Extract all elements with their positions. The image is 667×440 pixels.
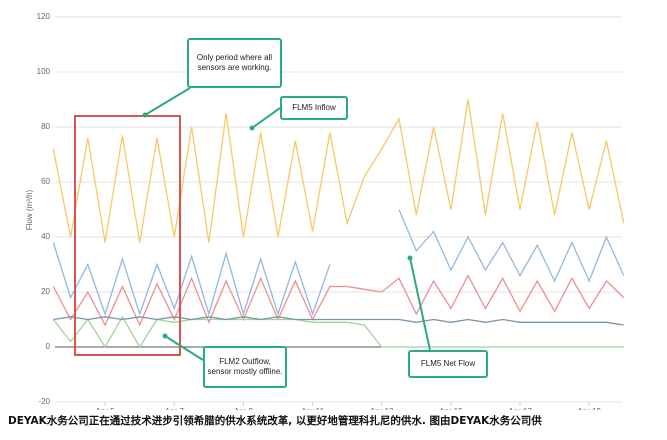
- x-tick-label: Apr 5: [96, 407, 116, 410]
- arrow-head: [142, 112, 148, 118]
- arrow-head: [162, 333, 168, 339]
- annotation: FLM5 Inflow: [280, 96, 348, 120]
- x-tick-label: Apr 15: [439, 407, 463, 410]
- y-tick-label: -20: [38, 397, 50, 406]
- y-tick-label: 40: [41, 232, 50, 241]
- caption: DEYAK水务公司正在通过技术进步引领希腊的供水系统改革, 以更好地管理科扎尼的…: [8, 415, 542, 427]
- x-tick-label: Apr 13: [370, 407, 394, 410]
- annotation: Only period where all sensors are workin…: [187, 38, 282, 88]
- series-line: [53, 316, 624, 326]
- annotation: FLM5 Net Flow: [408, 350, 488, 378]
- y-tick-label: 120: [37, 12, 51, 21]
- series-line: [52, 274, 625, 327]
- y-tick-label: 0: [46, 342, 51, 351]
- highlight-box: [74, 115, 181, 356]
- y-tick-label: 80: [41, 122, 50, 131]
- arrow-head: [407, 255, 413, 261]
- y-tick-label: 20: [41, 287, 50, 296]
- x-tick-label: Apr 17: [508, 407, 532, 410]
- series-line: [52, 315, 624, 349]
- y-tick-label: 100: [37, 67, 51, 76]
- x-tick-label: Apr 19: [577, 407, 601, 410]
- x-tick-label: Apr 11: [301, 407, 325, 410]
- arrow-head: [249, 125, 255, 131]
- x-tick-label: Apr 9: [234, 407, 254, 410]
- chart: Flow (m³/h) -20 0 20 40 60 80 100 120 Apr 5 Apr 7…: [25, 12, 625, 410]
- annotation: FLM2 Outflow, sensor mostly offline.: [203, 346, 287, 388]
- y-axis-label: Flow (m³/h): [25, 189, 34, 230]
- arrows: [144, 87, 431, 361]
- y-tick-label: 60: [41, 177, 50, 186]
- series-line: [52, 99, 625, 243]
- series-line: [52, 209, 625, 317]
- x-tick-label: Apr 7: [165, 407, 185, 410]
